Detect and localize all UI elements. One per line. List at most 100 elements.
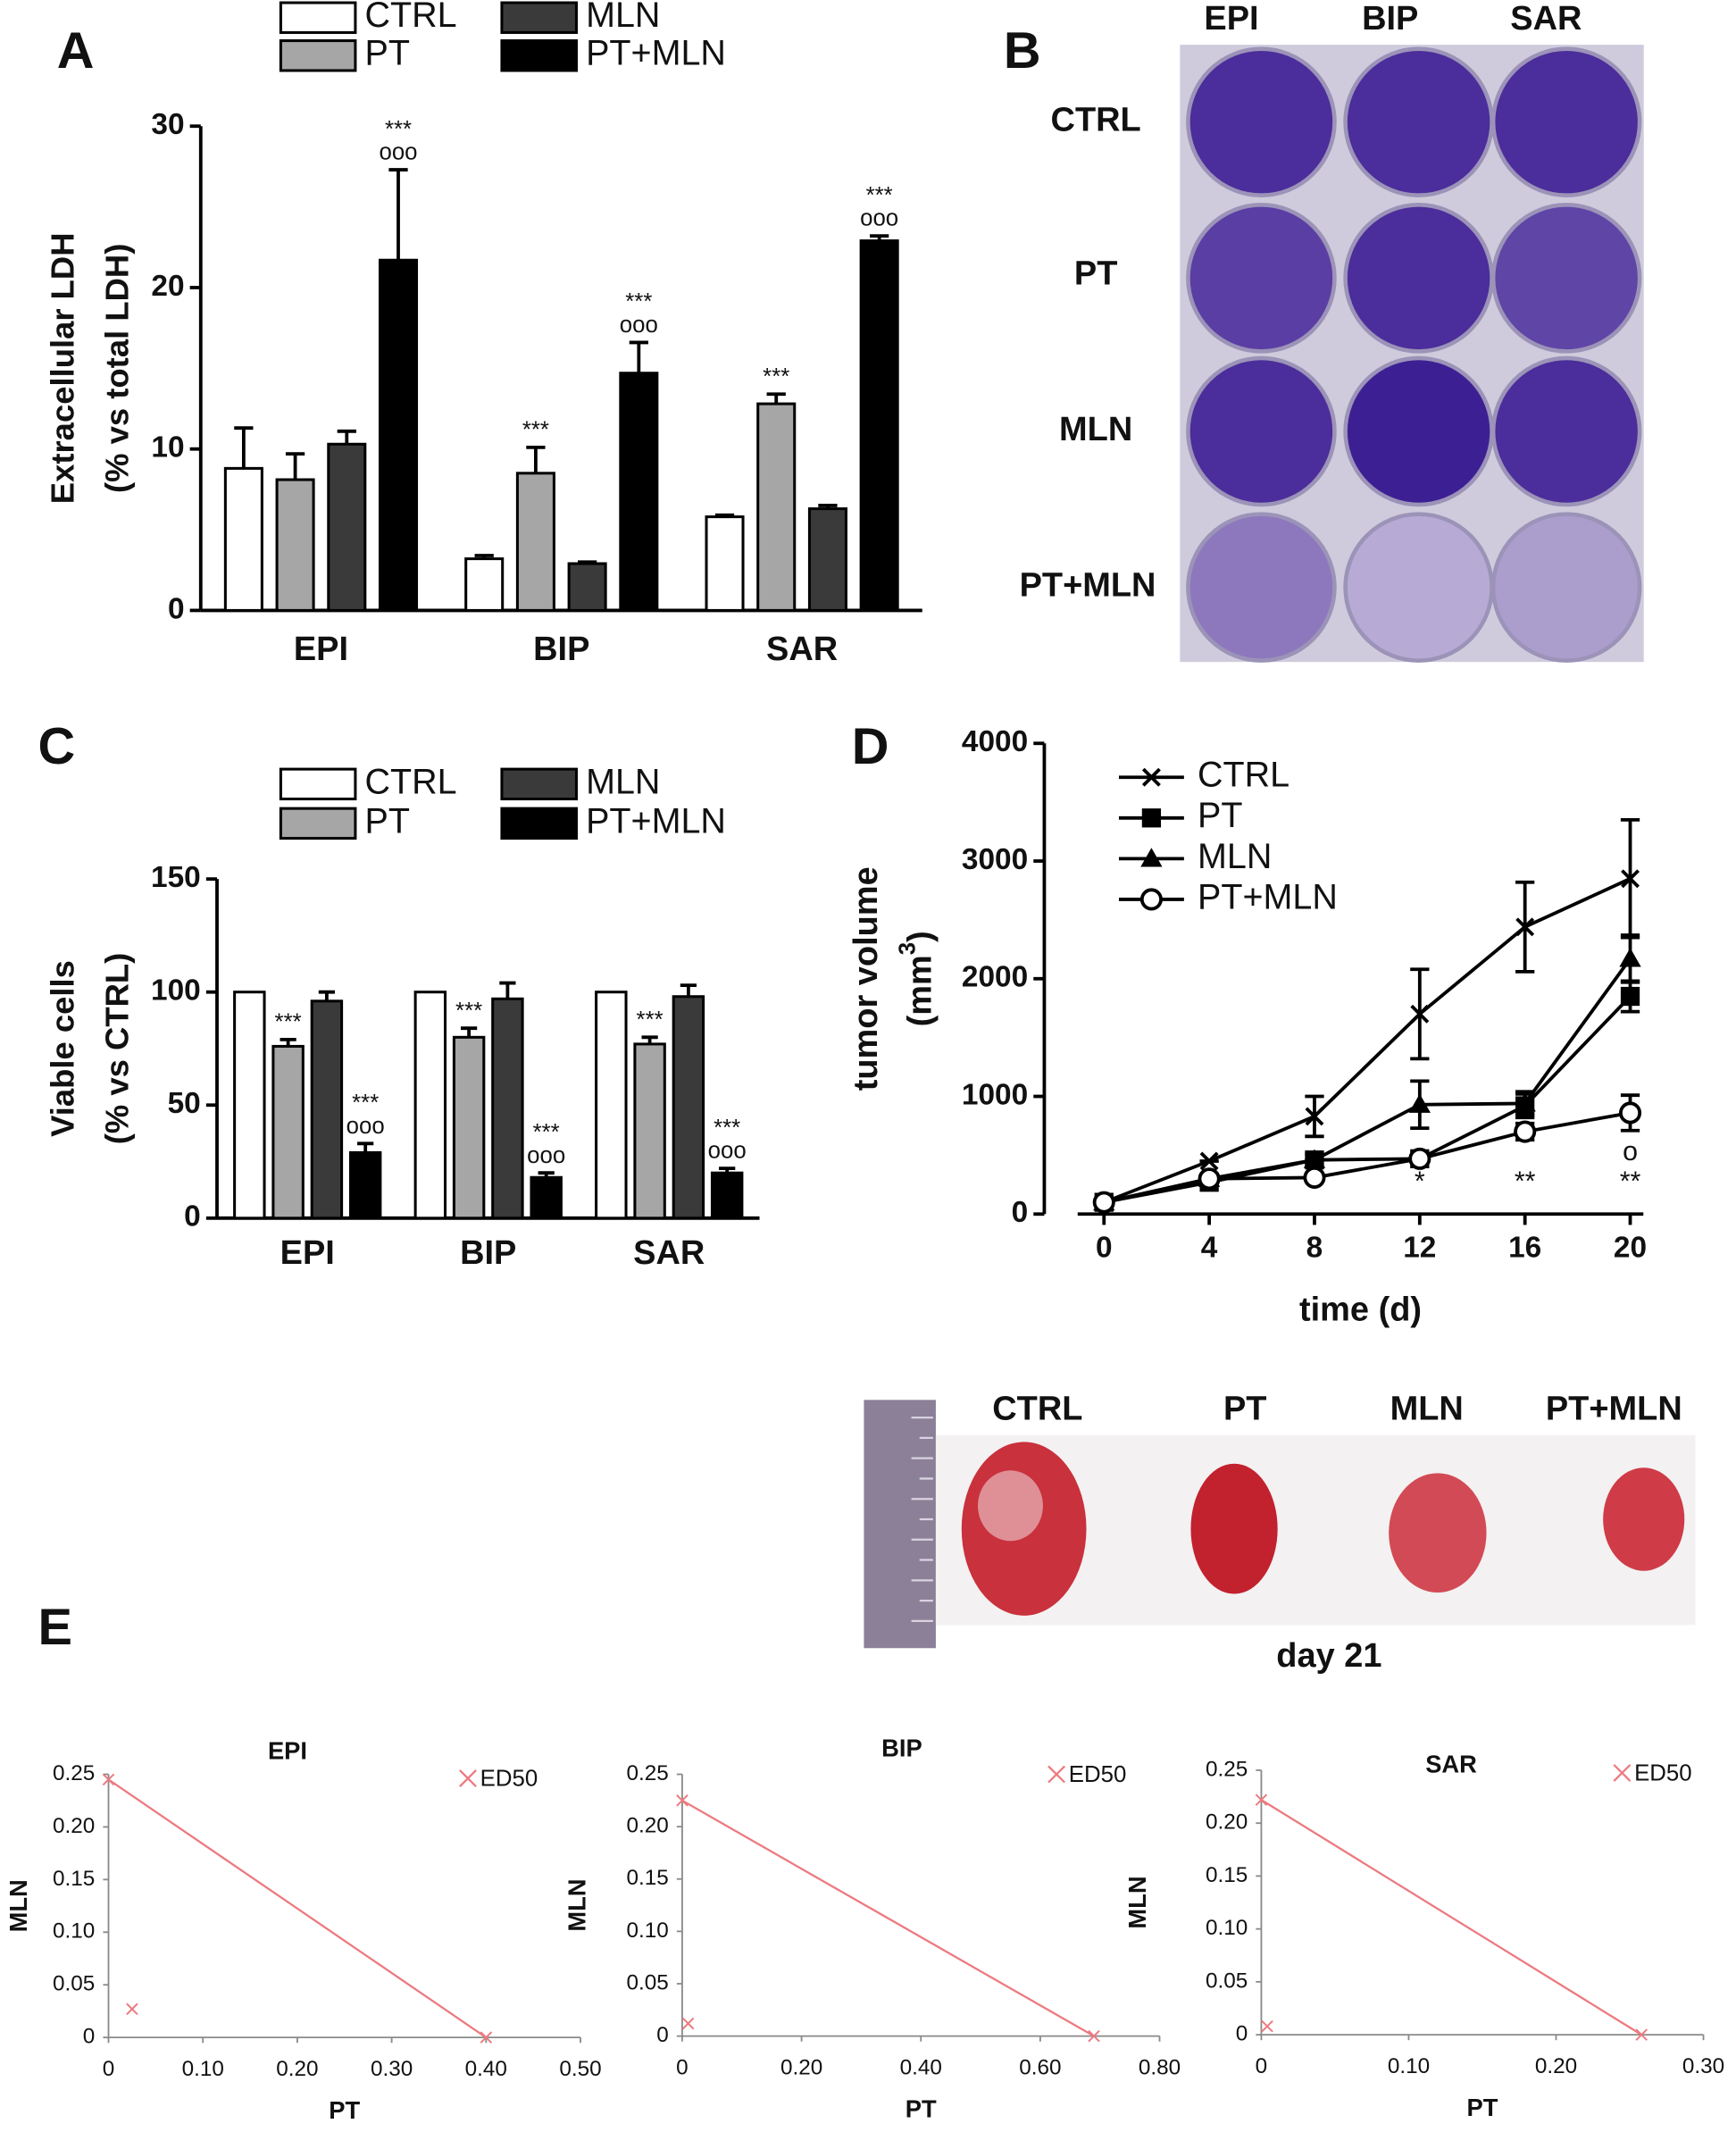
y-axis-unit-part: (mm <box>902 955 939 1026</box>
y-tick-label: 0.05 <box>626 1970 668 1994</box>
plate-row-label: CTRL <box>1051 102 1141 139</box>
series-line <box>1103 877 1632 1204</box>
plate-column-label: BIP <box>1362 0 1418 38</box>
plate-column-label: SAR <box>1510 0 1582 38</box>
y-tick-label: 0 <box>184 1200 201 1233</box>
point <box>1255 1793 1268 1806</box>
legend-label: MLN <box>586 762 660 801</box>
bar <box>530 1175 563 1220</box>
annotation: *** <box>625 289 652 314</box>
chart-title: BIP <box>881 1734 922 1761</box>
tumor-label: MLN <box>1390 1391 1464 1428</box>
y-axis-title: Extracellular LDH <box>45 232 81 504</box>
panel-label: C <box>38 718 76 775</box>
point <box>1261 2019 1273 2033</box>
annotation: *** <box>637 1007 664 1033</box>
error-bar <box>629 340 648 373</box>
point <box>676 1794 689 1807</box>
ruler <box>864 1400 936 1649</box>
bar <box>705 515 745 612</box>
tumor-photo: CTRL PT MLN PT+MLN day 21 <box>864 1391 1696 1675</box>
annotation: *** <box>522 417 549 442</box>
marker <box>1199 1151 1219 1171</box>
legend-label: PT+MLN <box>586 801 726 840</box>
y-tick-label: 0.15 <box>626 1866 668 1890</box>
annotation: ooo <box>379 140 417 165</box>
legend-swatch <box>500 1 578 34</box>
y-axis-title: MLN <box>563 1878 591 1931</box>
marker <box>1139 888 1163 911</box>
x-tick-label: BIP <box>460 1234 516 1272</box>
y-tick-label: 0.05 <box>53 1972 95 1996</box>
error-bar <box>285 452 305 481</box>
x-tick-label: 8 <box>1306 1232 1323 1265</box>
bar <box>515 472 555 612</box>
bar <box>807 507 847 612</box>
legend-marker <box>1047 1765 1066 1784</box>
error-bar <box>577 560 597 564</box>
marker <box>1141 767 1161 787</box>
isobole <box>681 1799 1095 2037</box>
panel-label: E <box>38 1599 73 1656</box>
error-bar <box>234 426 254 469</box>
panel-label: D <box>852 718 889 775</box>
panel-label: A <box>57 22 95 79</box>
y-axis-title: MLN <box>4 1879 32 1932</box>
error-bar <box>499 981 516 999</box>
y-axis-unit-part: 3 <box>895 942 920 955</box>
y-axis-title: (% vs total LDH) <box>98 244 135 493</box>
legend-label: MLN <box>1198 837 1272 876</box>
x-tick-label: 0.20 <box>780 2055 822 2079</box>
annotation: ** <box>1515 1166 1536 1196</box>
bar <box>327 442 367 612</box>
chart-title: SAR <box>1425 1751 1477 1778</box>
marker <box>1198 1167 1221 1191</box>
bar <box>413 991 447 1220</box>
legend-marker <box>1613 1764 1632 1782</box>
bar <box>710 1171 744 1220</box>
x-tick-label: 20 <box>1614 1232 1647 1265</box>
annotation: *** <box>763 364 789 389</box>
x-tick-label: 0 <box>1096 1232 1113 1265</box>
bar <box>275 478 315 612</box>
marker <box>1141 808 1162 828</box>
bar <box>452 1035 486 1220</box>
marker <box>1514 1120 1537 1143</box>
x-tick-label: 0.20 <box>1535 2054 1577 2078</box>
legend-marker <box>459 1769 477 1787</box>
annotation: *** <box>352 1091 379 1116</box>
bar <box>756 402 797 612</box>
marker <box>1514 1092 1536 1112</box>
y-tick-label: 0.15 <box>1206 1863 1248 1887</box>
tumor <box>1603 1467 1685 1571</box>
bar <box>271 1044 305 1220</box>
error-bar <box>719 1166 736 1174</box>
y-tick-label: 30 <box>151 108 184 141</box>
isobole <box>107 1778 487 2039</box>
legend-swatch <box>279 767 357 801</box>
error-bar <box>766 392 786 405</box>
x-tick-label: SAR <box>633 1234 705 1272</box>
legend-label: ED50 <box>480 1766 538 1791</box>
error-bar <box>474 554 494 559</box>
marker <box>1303 1166 1326 1189</box>
y-tick-label: 0.20 <box>626 1814 668 1838</box>
y-tick-label: 20 <box>151 270 184 303</box>
tumor-label: CTRL <box>992 1391 1082 1428</box>
marker <box>1408 1147 1431 1170</box>
y-tick-label: 2000 <box>962 961 1028 994</box>
y-tick-label: 150 <box>151 861 201 894</box>
x-tick-label: 0.80 <box>1139 2055 1181 2079</box>
x-tick-label: 0 <box>1256 2054 1268 2078</box>
legend-swatch <box>500 767 578 801</box>
annotation: * <box>1415 1166 1425 1196</box>
y-tick-label: 0.10 <box>626 1919 668 1943</box>
x-tick-label: 0.30 <box>371 2057 413 2081</box>
bar <box>633 1042 666 1220</box>
legend-label: PT <box>365 801 410 840</box>
legend-swatch <box>500 39 578 72</box>
point <box>681 2017 695 2030</box>
legend-label: CTRL <box>365 762 457 801</box>
y-tick-label: 3000 <box>962 843 1028 876</box>
